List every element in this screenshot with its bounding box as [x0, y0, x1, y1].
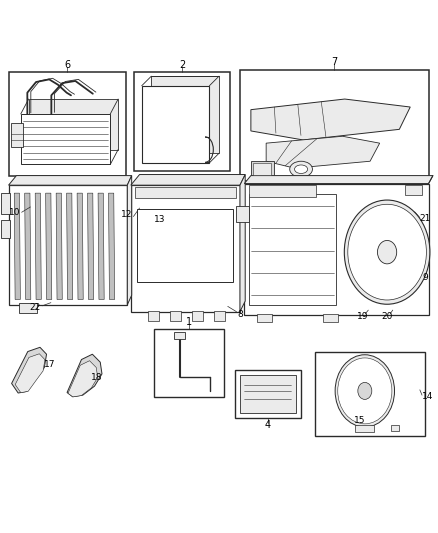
Polygon shape [9, 175, 132, 185]
Bar [237, 206, 249, 222]
Text: 12: 12 [121, 210, 132, 219]
Bar [151, 76, 219, 154]
Bar [192, 311, 203, 321]
Polygon shape [25, 193, 31, 300]
Text: 14: 14 [422, 392, 433, 401]
Polygon shape [266, 136, 380, 168]
Polygon shape [244, 175, 433, 183]
Bar [19, 303, 37, 313]
Text: 10: 10 [9, 208, 21, 217]
Text: 1: 1 [186, 317, 192, 327]
Bar [11, 123, 23, 147]
Polygon shape [127, 175, 132, 305]
Bar [9, 185, 127, 305]
Text: 13: 13 [154, 215, 166, 224]
Bar [244, 183, 428, 316]
Text: 18: 18 [91, 373, 102, 382]
Polygon shape [77, 193, 83, 300]
Polygon shape [46, 193, 52, 300]
Bar [134, 72, 230, 171]
Circle shape [378, 240, 397, 264]
Ellipse shape [290, 161, 312, 177]
Polygon shape [14, 193, 20, 300]
Bar [235, 370, 301, 418]
Ellipse shape [294, 165, 307, 173]
Polygon shape [68, 361, 98, 397]
Bar [249, 185, 316, 197]
Bar [1, 193, 11, 214]
Bar [174, 333, 185, 340]
Polygon shape [12, 348, 46, 393]
Text: 15: 15 [354, 416, 365, 425]
Polygon shape [56, 193, 62, 300]
Bar [315, 352, 425, 435]
Bar [1, 220, 11, 238]
Bar [28, 99, 118, 150]
Circle shape [348, 204, 426, 300]
Bar [142, 86, 209, 163]
Circle shape [358, 382, 372, 399]
Bar [9, 72, 127, 176]
Bar [21, 114, 110, 165]
Polygon shape [131, 174, 245, 185]
Text: 19: 19 [357, 312, 368, 321]
Text: 2: 2 [179, 60, 185, 70]
Text: 21: 21 [420, 214, 431, 223]
Bar [253, 164, 272, 175]
Bar [153, 329, 224, 397]
Text: 6: 6 [64, 60, 71, 70]
Bar [323, 314, 338, 322]
Text: 22: 22 [29, 303, 40, 312]
Bar [148, 311, 159, 321]
Bar [257, 314, 272, 322]
Bar [131, 185, 240, 312]
Bar [249, 194, 336, 305]
Bar [355, 425, 374, 432]
Circle shape [335, 355, 395, 427]
Polygon shape [15, 354, 45, 393]
Polygon shape [98, 193, 104, 300]
Polygon shape [67, 354, 102, 397]
Text: 20: 20 [382, 312, 393, 321]
Bar [240, 375, 296, 413]
Polygon shape [251, 99, 410, 140]
Text: 4: 4 [265, 421, 271, 431]
Bar [251, 161, 274, 177]
Polygon shape [35, 193, 41, 300]
Polygon shape [67, 193, 73, 300]
Text: 17: 17 [44, 360, 55, 369]
Bar [170, 311, 181, 321]
Text: 7: 7 [331, 58, 337, 67]
Circle shape [338, 358, 392, 424]
Text: 9: 9 [422, 273, 428, 281]
Bar [138, 209, 233, 282]
Bar [405, 184, 422, 195]
Bar [391, 425, 399, 431]
Bar [214, 311, 225, 321]
Polygon shape [109, 193, 115, 300]
Circle shape [344, 200, 430, 304]
Bar [240, 70, 428, 181]
Polygon shape [240, 174, 245, 312]
Bar [135, 187, 236, 198]
Text: 8: 8 [237, 310, 243, 319]
Polygon shape [88, 193, 94, 300]
